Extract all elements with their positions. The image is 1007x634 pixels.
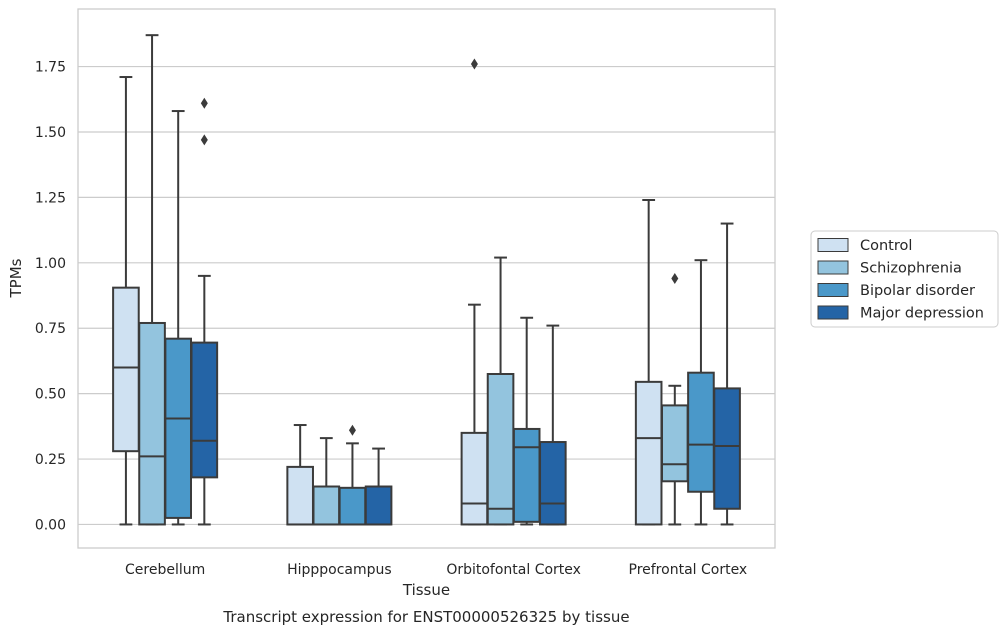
box-body xyxy=(660,404,689,483)
box xyxy=(190,97,219,526)
legend-label: Bipolar disorder xyxy=(860,283,975,299)
y-tick-label: 1.25 xyxy=(35,190,66,206)
box-body xyxy=(486,373,515,526)
x-tick-label: Cerebellum xyxy=(125,562,205,578)
plot-frame xyxy=(77,8,776,549)
legend-swatch xyxy=(817,238,849,252)
box xyxy=(286,424,314,526)
y-tick-label: 0.75 xyxy=(35,321,66,337)
box-series xyxy=(112,34,741,526)
legend: Control Schizophrenia Bipolar disorder Majo… xyxy=(810,230,999,328)
y-tick-label: 1.00 xyxy=(35,256,66,272)
box-body xyxy=(190,341,219,479)
y-tick-label: 0.00 xyxy=(35,517,66,533)
box xyxy=(539,324,567,526)
chart-caption: Transcript expression for ENST0000052632… xyxy=(222,608,629,626)
outlier-marker xyxy=(470,58,478,70)
series-control xyxy=(112,58,663,526)
box xyxy=(660,273,689,526)
box-body xyxy=(634,380,663,526)
y-tick-label: 0.25 xyxy=(35,452,66,468)
series-bipolar-disorder xyxy=(164,110,715,526)
box xyxy=(634,199,663,526)
x-axis-ticks: Cerebellum Hipppocampus Orbitofontal Corte… xyxy=(125,562,747,578)
box xyxy=(138,34,166,526)
box xyxy=(338,424,367,526)
legend-swatch xyxy=(817,305,849,320)
box xyxy=(512,316,541,526)
box xyxy=(486,256,515,526)
box xyxy=(713,222,741,526)
legend-swatch xyxy=(817,260,849,275)
box xyxy=(364,447,393,526)
box-body xyxy=(164,337,193,519)
box-body xyxy=(512,427,541,523)
legend-frame xyxy=(810,230,999,328)
outlier-marker xyxy=(671,273,679,284)
outlier-marker xyxy=(200,134,208,146)
series-major-depression xyxy=(190,97,741,526)
box-body xyxy=(364,485,393,526)
legend-label: Control xyxy=(860,238,912,254)
box xyxy=(164,110,193,526)
series-schizophrenia xyxy=(138,34,689,526)
legend-swatch xyxy=(817,283,849,297)
legend-item: Control xyxy=(817,238,912,254)
box-body xyxy=(286,465,314,526)
x-tick-label: Hipppocampus xyxy=(287,562,392,578)
x-tick-label: Prefrontal Cortex xyxy=(629,562,748,578)
legend-item: Schizophrenia xyxy=(817,260,962,277)
box-body xyxy=(112,286,140,453)
box-body xyxy=(138,321,166,526)
y-tick-label: 0.50 xyxy=(35,387,66,403)
legend-item: Bipolar disorder xyxy=(817,283,975,299)
box-body xyxy=(539,441,567,526)
y-tick-label: 1.50 xyxy=(35,125,66,141)
box-body xyxy=(713,387,741,510)
y-axis-ticks: 0.00 0.25 0.50 0.75 1.00 1.25 1.50 1.75 xyxy=(35,60,66,534)
x-tick-label: Orbitofontal Cortex xyxy=(446,562,581,578)
box xyxy=(687,259,715,526)
outlier-marker xyxy=(348,424,356,436)
legend-label: Major depression xyxy=(860,306,984,322)
outlier-marker xyxy=(200,97,208,109)
box xyxy=(112,76,140,526)
box-body xyxy=(312,485,341,526)
x-axis-label: Tissue xyxy=(402,581,450,599)
legend-item: Major depression xyxy=(817,305,984,322)
y-axis-label: TPMs xyxy=(7,258,25,298)
box xyxy=(460,58,489,526)
legend-label: Schizophrenia xyxy=(860,261,962,277)
box-body xyxy=(338,486,367,526)
y-tick-label: 1.75 xyxy=(35,60,66,76)
box-body xyxy=(687,371,715,493)
box xyxy=(312,437,341,526)
box-body xyxy=(460,431,489,526)
